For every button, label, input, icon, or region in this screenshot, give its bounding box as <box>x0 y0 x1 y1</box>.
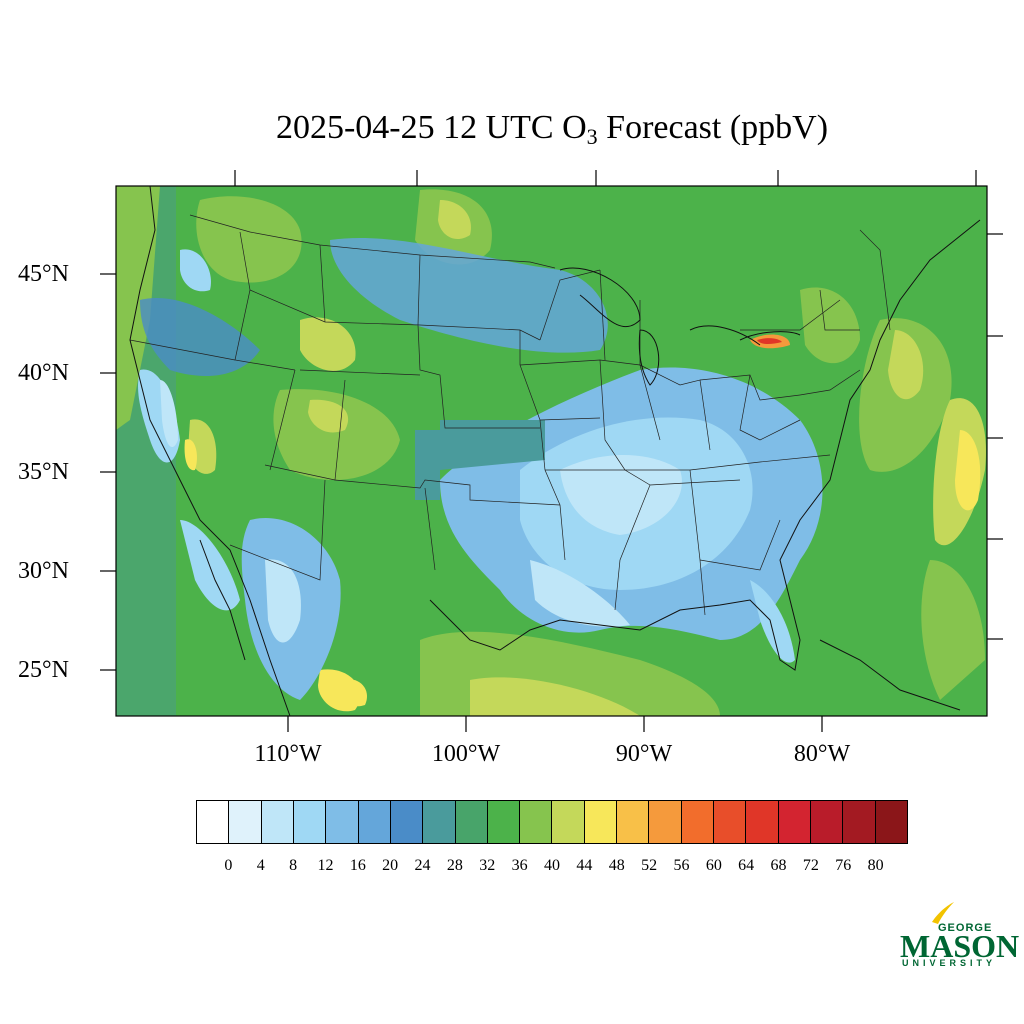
colorbar-cell <box>810 801 844 843</box>
colorbar-cell <box>261 801 294 843</box>
lat-label-25n: 25°N <box>18 657 69 683</box>
colorbar-tick-label: 4 <box>256 857 265 874</box>
colorbar-cell <box>455 801 488 843</box>
colorbar-tick-label: 72 <box>802 857 819 874</box>
colorbar-tick-label: 80 <box>867 857 884 874</box>
colorbar-cell <box>358 801 391 843</box>
colorbar-cell <box>229 801 262 843</box>
lon-label-90w: 90°W <box>615 741 673 767</box>
colorbar-cell <box>293 801 327 843</box>
lat-label-35n: 35°N <box>18 459 69 485</box>
colorbar-tick-label: 76 <box>835 857 852 874</box>
colorbar-tick-label: 60 <box>705 857 722 874</box>
lon-label-80w: 80°W <box>793 741 851 767</box>
colorbar-cell <box>617 801 650 843</box>
colorbar-tick-label: 68 <box>770 857 787 874</box>
logo-mason-text: MASON <box>900 928 1020 964</box>
colorbar-tick-label: 44 <box>576 857 593 874</box>
colorbar-cell <box>423 801 456 843</box>
coastlines <box>129 185 981 717</box>
colorbar-cell <box>552 801 585 843</box>
colorbar-tick-label: 20 <box>382 857 399 874</box>
colorbar-cell <box>746 801 779 843</box>
lat-label-40n: 40°N <box>18 360 69 386</box>
colorbar-tick-label: 64 <box>738 857 755 874</box>
colorbar-cell <box>875 801 907 843</box>
lon-label-110w: 110°W <box>254 741 322 767</box>
colorbar-tick-label: 52 <box>641 857 658 874</box>
colorbar-cell <box>714 801 747 843</box>
colorbar-tick-label: 28 <box>446 857 463 874</box>
colorbar-tick-label: 8 <box>289 857 298 874</box>
colorbar-cell <box>326 801 359 843</box>
colorbar-cell <box>487 801 521 843</box>
colorbar-cell <box>649 801 682 843</box>
colorbar-tick-label: 12 <box>317 857 334 874</box>
colorbar-tick-label: 40 <box>544 857 560 874</box>
colorbar <box>196 800 908 844</box>
colorbar-cell <box>584 801 618 843</box>
map-frame <box>115 185 988 717</box>
colorbar-tick-label: 56 <box>673 857 690 874</box>
state-borders <box>129 214 891 616</box>
colorbar-cell <box>843 801 876 843</box>
colorbar-cell <box>681 801 714 843</box>
lat-label-30n: 30°N <box>18 558 69 584</box>
colorbar-tick-label: 48 <box>608 857 625 874</box>
colorbar-cell <box>520 801 553 843</box>
colorbar-cell <box>390 801 424 843</box>
colorbar-cell <box>778 801 811 843</box>
axis-ticks <box>100 170 1003 732</box>
lat-label-45n: 45°N <box>18 261 69 287</box>
ozone-field <box>116 186 987 716</box>
gmu-logo-swoosh <box>932 902 954 924</box>
colorbar-cell <box>197 801 230 843</box>
colorbar-tick-label: 16 <box>349 857 366 874</box>
colorbar-tick-label: 24 <box>414 857 431 874</box>
colorbar-tick-label: 0 <box>224 857 233 874</box>
logo-university-text: UNIVERSITY <box>902 958 997 968</box>
colorbar-labels: 0 4 8 12 16 20 24 28 32 36 40 44 48 52 56 60 64 68 72 76 80 <box>196 856 908 876</box>
logo-george-text: GEORGE <box>938 922 993 934</box>
lon-label-100w: 100°W <box>431 741 501 767</box>
map-title: 2025-04-25 12 UTC O3 Forecast (ppbV) <box>275 109 829 149</box>
colorbar-tick-label: 32 <box>479 857 496 874</box>
colorbar-tick-label: 36 <box>511 857 528 874</box>
